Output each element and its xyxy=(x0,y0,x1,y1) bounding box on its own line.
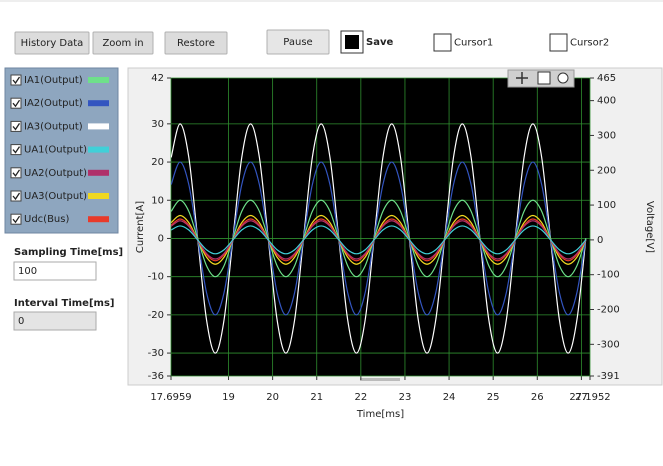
legend-check[interactable] xyxy=(12,76,21,85)
x-tick-label: 25 xyxy=(487,392,500,403)
legend-check[interactable] xyxy=(12,123,21,131)
y-tick-label: 10 xyxy=(151,195,164,206)
legend-checkbox[interactable] xyxy=(10,120,22,132)
y2-axis-title: Voltage[V] xyxy=(644,201,655,253)
button[interactable] xyxy=(266,29,330,55)
legend-checkbox[interactable] xyxy=(10,97,22,109)
y2-tick-label: 0 xyxy=(597,235,603,246)
series-line xyxy=(171,161,587,316)
legend-swatch xyxy=(88,169,109,176)
y-tick-label: -30 xyxy=(148,348,164,359)
legend-checkbox[interactable] xyxy=(10,213,22,225)
legend-swatch xyxy=(88,146,109,153)
x-tick-label: 26 xyxy=(531,392,544,403)
y-tick-label: -20 xyxy=(148,310,164,321)
x-axis-title: Time[ms] xyxy=(356,409,404,420)
y2-tick-label: -300 xyxy=(597,339,620,350)
y2-tick-label: -100 xyxy=(597,270,620,281)
y-tick-label: 20 xyxy=(151,157,164,168)
x-tick-label: 23 xyxy=(399,392,412,403)
button-label[interactable]: History Data xyxy=(21,38,84,49)
legend-label[interactable]: IA3(Output) xyxy=(24,121,83,132)
legend-swatch xyxy=(88,77,109,83)
y2-tick-label: -391 xyxy=(597,371,620,382)
checkbox-fill[interactable] xyxy=(345,35,359,49)
zoom-tool[interactable] xyxy=(537,71,551,85)
legend-swatch xyxy=(88,100,109,107)
sampling-label: Sampling Time[ms] xyxy=(14,247,123,258)
pan-tool[interactable] xyxy=(557,72,569,84)
series-line xyxy=(171,199,587,278)
checkbox-label[interactable]: Cursor2 xyxy=(570,38,609,49)
y2-tick-label: 200 xyxy=(597,165,616,176)
legend-swatch xyxy=(88,123,109,130)
y-tick-label: 30 xyxy=(151,119,164,130)
scrollbar[interactable] xyxy=(360,378,400,381)
legend-swatch xyxy=(88,193,109,199)
cursor-tool[interactable] xyxy=(516,72,528,84)
checkbox[interactable] xyxy=(433,33,452,52)
checkbox[interactable] xyxy=(549,33,568,52)
y-tick-label: -10 xyxy=(148,272,164,283)
button[interactable] xyxy=(92,31,154,55)
interval-input xyxy=(13,311,97,331)
y2-tick-label: -200 xyxy=(597,305,620,316)
interval-value: 0 xyxy=(18,316,24,327)
sampling-value[interactable]: 100 xyxy=(18,266,37,277)
legend-check[interactable] xyxy=(12,99,21,108)
button-label[interactable]: Restore xyxy=(177,38,215,49)
x-tick-label: 22 xyxy=(354,392,367,403)
x-tick-label: 27 xyxy=(575,392,588,403)
x-tick-label: 20 xyxy=(266,392,279,403)
legend-check[interactable] xyxy=(12,192,21,201)
y2-tick-label: 400 xyxy=(597,96,616,107)
y-tick-label: -36 xyxy=(148,371,164,382)
y2-tick-label: 465 xyxy=(597,73,616,84)
button[interactable] xyxy=(14,31,90,55)
legend-checkbox[interactable] xyxy=(10,167,22,179)
legend-label[interactable]: IA2(Output) xyxy=(24,98,83,109)
checkbox-label[interactable]: Save xyxy=(366,37,393,48)
x-tick-label: 19 xyxy=(222,392,235,403)
button-label[interactable]: Zoom in xyxy=(102,38,143,49)
legend-label[interactable]: UA3(Output) xyxy=(24,191,87,202)
legend-swatch xyxy=(88,216,109,223)
legend-checkbox[interactable] xyxy=(10,74,22,86)
y-axis-title: Current[A] xyxy=(135,201,146,253)
legend-checkbox[interactable] xyxy=(10,144,22,156)
x-tick-label: 21 xyxy=(310,392,323,403)
y-tick-label: 42 xyxy=(151,73,164,84)
legend-checkbox[interactable] xyxy=(10,190,22,202)
button-label[interactable]: Pause xyxy=(283,37,312,48)
checkbox-label[interactable]: Cursor1 xyxy=(454,38,493,49)
y-tick-label: 0 xyxy=(158,233,164,244)
y2-tick-label: 300 xyxy=(597,130,616,141)
legend-check[interactable] xyxy=(12,146,21,154)
legend-check[interactable] xyxy=(12,169,21,177)
y2-tick-label: 100 xyxy=(597,200,616,211)
legend-label[interactable]: UA1(Output) xyxy=(24,145,87,156)
legend-label[interactable]: Udc(Bus) xyxy=(24,214,69,225)
x-tick-label: 24 xyxy=(443,392,456,403)
legend-check[interactable] xyxy=(12,215,21,224)
graph-tools[interactable] xyxy=(507,69,575,88)
series-line xyxy=(171,225,587,255)
button[interactable] xyxy=(164,31,228,55)
legend-label[interactable]: UA2(Output) xyxy=(24,168,87,179)
sampling-input[interactable] xyxy=(13,261,97,281)
x-tick-label: 27.1952 xyxy=(569,392,610,403)
legend-label[interactable]: IA1(Output) xyxy=(24,75,83,86)
interval-label: Interval Time[ms] xyxy=(14,298,114,309)
x-tick-label: 17.6959 xyxy=(150,392,191,403)
